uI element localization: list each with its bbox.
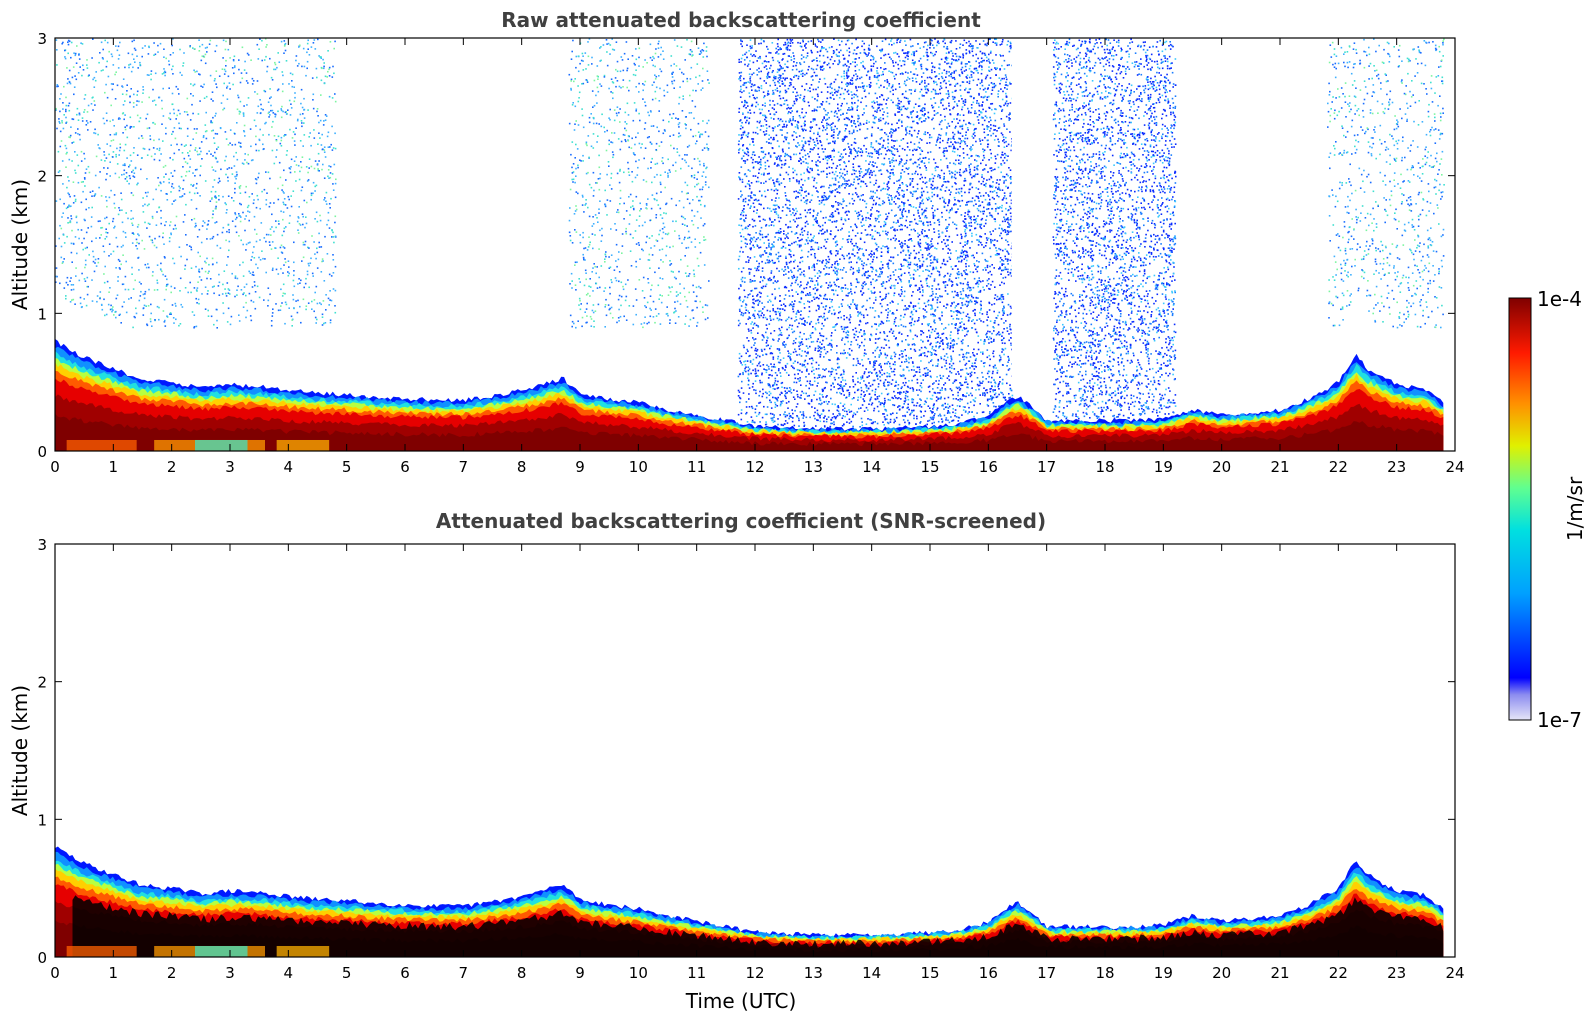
colorbar-gradient — [1508, 297, 1532, 721]
x-tick-label: 4 — [284, 458, 294, 476]
panel-screened-y-ticks: 0 1 2 3 — [37, 536, 1455, 967]
x-tick-label: 14 — [862, 458, 881, 476]
data-gap — [1011, 38, 1053, 390]
x-tick-label: 15 — [920, 964, 939, 982]
x-tick-label: 11 — [687, 964, 706, 982]
x-tick-label: 17 — [1037, 964, 1056, 982]
surface-layer — [66, 439, 330, 451]
colorbar-unit-label: 1/m/sr — [1563, 476, 1587, 541]
x-tick-label: 24 — [1445, 458, 1464, 476]
panel-screened-plot-area — [55, 846, 1444, 957]
x-tick-label: 14 — [862, 964, 881, 982]
x-tick-label: 6 — [400, 458, 410, 476]
x-tick-label: 5 — [342, 964, 352, 982]
x-tick-label: 12 — [745, 964, 764, 982]
colorbar-max-label: 1e-4 — [1537, 287, 1582, 311]
x-tick-label: 4 — [284, 964, 294, 982]
x-tick-label: 13 — [804, 964, 823, 982]
y-tick-label: 2 — [37, 168, 47, 186]
colorbar: 1e-4 1e-7 1/m/sr — [1508, 287, 1587, 732]
colorbar-min-label: 1e-7 — [1537, 708, 1582, 732]
panel-screened: Attenuated backscattering coefficient (S… — [8, 509, 1465, 1013]
x-tick-label: 22 — [1329, 458, 1348, 476]
panel-screened-title: Attenuated backscattering coefficient (S… — [436, 509, 1046, 533]
x-tick-label: 2 — [167, 458, 177, 476]
x-tick-label: 20 — [1212, 458, 1231, 476]
x-tick-label: 21 — [1270, 458, 1289, 476]
boundary-layer — [55, 846, 1444, 957]
x-tick-label: 17 — [1037, 458, 1056, 476]
panel-screened-x-axis-label: Time (UTC) — [685, 989, 797, 1013]
x-tick-label: 23 — [1387, 964, 1406, 982]
panel-screened-y-axis-label: Altitude (km) — [8, 685, 32, 816]
x-tick-label: 0 — [50, 964, 60, 982]
surface-layer — [66, 945, 330, 957]
x-tick-label: 2 — [167, 964, 177, 982]
boundary-layer — [55, 338, 1444, 451]
x-tick-label: 10 — [629, 458, 648, 476]
x-tick-label: 9 — [575, 458, 585, 476]
x-tick-label: 23 — [1387, 458, 1406, 476]
x-tick-label: 20 — [1212, 964, 1231, 982]
x-tick-label: 21 — [1270, 964, 1289, 982]
noise-speckles — [55, 38, 1445, 428]
panel-raw: Raw attenuated backscattering coefficien… — [8, 8, 1465, 476]
y-tick-label: 3 — [37, 536, 47, 554]
x-tick-label: 6 — [400, 964, 410, 982]
x-tick-label: 10 — [629, 964, 648, 982]
x-tick-label: 13 — [804, 458, 823, 476]
x-tick-label: 7 — [459, 458, 469, 476]
x-tick-label: 0 — [50, 458, 60, 476]
x-tick-label: 19 — [1154, 964, 1173, 982]
x-tick-label: 11 — [687, 458, 706, 476]
panel-raw-plot-area — [55, 38, 1445, 451]
x-tick-label: 16 — [979, 458, 998, 476]
panel-raw-title: Raw attenuated backscattering coefficien… — [501, 8, 981, 32]
x-tick-label: 1 — [109, 964, 119, 982]
x-tick-label: 5 — [342, 458, 352, 476]
y-tick-label: 0 — [37, 949, 47, 967]
panel-raw-y-axis-label: Altitude (km) — [8, 179, 32, 310]
x-tick-label: 18 — [1095, 458, 1114, 476]
x-tick-label: 8 — [517, 458, 527, 476]
y-tick-label: 1 — [37, 811, 47, 829]
y-tick-label: 2 — [37, 674, 47, 692]
x-tick-label: 22 — [1329, 964, 1348, 982]
y-tick-label: 3 — [37, 30, 47, 48]
panel-screened-x-ticks: 0 1 2 3 4 5 6 7 8 9 10 11 12 13 14 15 16 17 18 19 20 21 22 23 24 — [50, 544, 1465, 982]
x-tick-label: 19 — [1154, 458, 1173, 476]
x-tick-label: 7 — [459, 964, 469, 982]
x-tick-label: 3 — [225, 964, 235, 982]
panel-raw-x-ticks: 0 1 2 3 4 5 6 7 8 9 10 11 12 13 14 15 16 17 18 19 20 21 22 23 24 — [50, 38, 1465, 476]
x-tick-label: 24 — [1445, 964, 1464, 982]
x-tick-label: 16 — [979, 964, 998, 982]
x-tick-label: 3 — [225, 458, 235, 476]
x-tick-label: 9 — [575, 964, 585, 982]
x-tick-label: 15 — [920, 458, 939, 476]
x-tick-label: 8 — [517, 964, 527, 982]
y-tick-label: 0 — [37, 443, 47, 461]
y-tick-label: 1 — [37, 305, 47, 323]
x-tick-label: 18 — [1095, 964, 1114, 982]
x-tick-label: 12 — [745, 458, 764, 476]
x-tick-label: 1 — [109, 458, 119, 476]
panel-raw-y-ticks: 0 1 2 3 — [37, 30, 1455, 461]
